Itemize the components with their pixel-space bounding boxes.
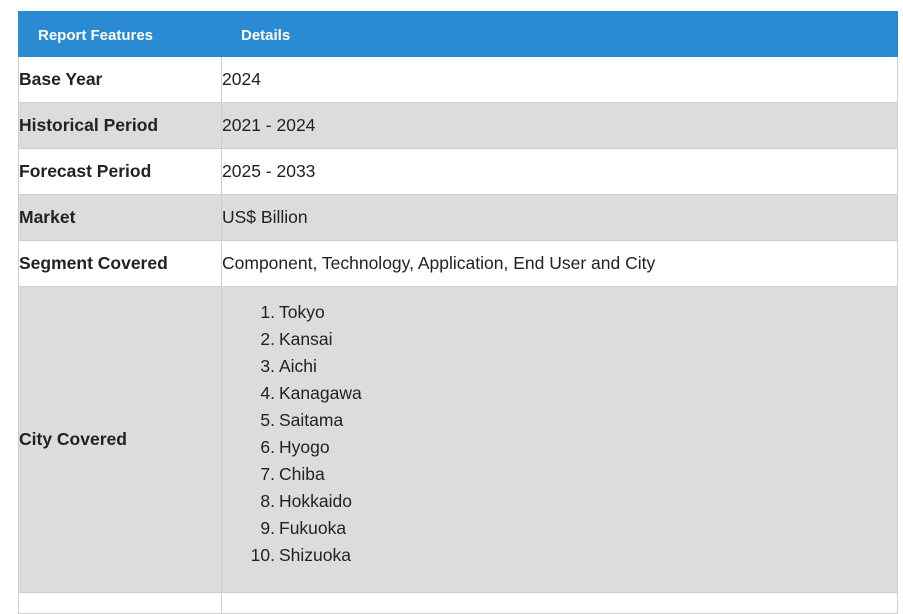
table-row: Historical Period 2021 - 2024 [18, 102, 898, 149]
table-row: Base Year 2024 [18, 56, 898, 103]
city-number: 3. [260, 356, 275, 376]
partial-cell [18, 592, 222, 614]
city-number: 5. [260, 410, 275, 430]
city-name: Shizuoka [279, 545, 351, 565]
row-value-historical-period: 2021 - 2024 [221, 102, 898, 149]
city-list: 1. Tokyo 2. Kansai 3. Aichi 4. Kanagawa 5. Sa… [222, 299, 897, 569]
row-label-market: Market [18, 194, 222, 241]
row-value-market: US$ Billion [221, 194, 898, 241]
city-name: Tokyo [279, 302, 325, 322]
city-number: 8. [260, 491, 275, 511]
table-header-row: Report Features Details [18, 11, 898, 57]
table-row: Forecast Period 2025 - 2033 [18, 148, 898, 195]
city-number: 6. [260, 437, 275, 457]
header-col1-label: Report Features [38, 26, 154, 44]
row-value-city-covered: 1. Tokyo 2. Kansai 3. Aichi 4. Kanagawa 5. Sa… [221, 286, 898, 593]
city-name: Kansai [279, 329, 333, 349]
report-features-table: Report Features Details Base Year 2024 H… [18, 11, 898, 614]
city-name: Chiba [279, 464, 325, 484]
city-list-item: 8. Hokkaido [260, 488, 897, 515]
city-list-item: 10. Shizuoka [251, 542, 897, 569]
city-number: 10. [250, 545, 275, 565]
city-name: Hyogo [279, 437, 330, 457]
header-col2-label: Details [241, 26, 291, 44]
city-list-item: 6. Hyogo [260, 434, 897, 461]
city-name: Saitama [279, 410, 344, 430]
table-row: Market US$ Billion [18, 194, 898, 241]
row-label-base-year: Base Year [18, 56, 222, 103]
row-label-city-covered: City Covered [18, 286, 222, 593]
table-row: Segment Covered Component, Technology, A… [18, 240, 898, 287]
city-list-item: 5. Saitama [260, 407, 897, 434]
row-label-forecast-period: Forecast Period [18, 148, 222, 195]
city-number: 9. [260, 518, 275, 538]
row-label-historical-period: Historical Period [18, 102, 222, 149]
header-details: Details [221, 11, 898, 57]
city-list-item: 2. Kansai [260, 326, 897, 353]
city-list-item: 3. Aichi [260, 353, 897, 380]
city-number: 1. [260, 302, 275, 322]
city-number: 2. [260, 329, 275, 349]
city-number: 7. [260, 464, 275, 484]
table-row-city-covered: City Covered 1. Tokyo 2. Kansai 3. Aichi 4.… [18, 286, 898, 593]
city-list-item: 9. Fukuoka [260, 515, 897, 542]
city-list-item: 7. Chiba [260, 461, 897, 488]
row-label-segment-covered: Segment Covered [18, 240, 222, 287]
city-name: Hokkaido [279, 491, 352, 511]
city-number: 4. [260, 383, 275, 403]
row-value-segment-covered: Component, Technology, Application, End … [221, 240, 898, 287]
partial-cell [221, 592, 898, 614]
city-list-item: 4. Kanagawa [260, 380, 897, 407]
row-value-forecast-period: 2025 - 2033 [221, 148, 898, 195]
row-value-base-year: 2024 [221, 56, 898, 103]
header-report-features: Report Features [18, 11, 222, 57]
city-list-item: 1. Tokyo [260, 299, 897, 326]
city-name: Fukuoka [279, 518, 347, 538]
city-name: Aichi [279, 356, 317, 376]
city-name: Kanagawa [279, 383, 362, 403]
table-row-partial [18, 592, 898, 614]
